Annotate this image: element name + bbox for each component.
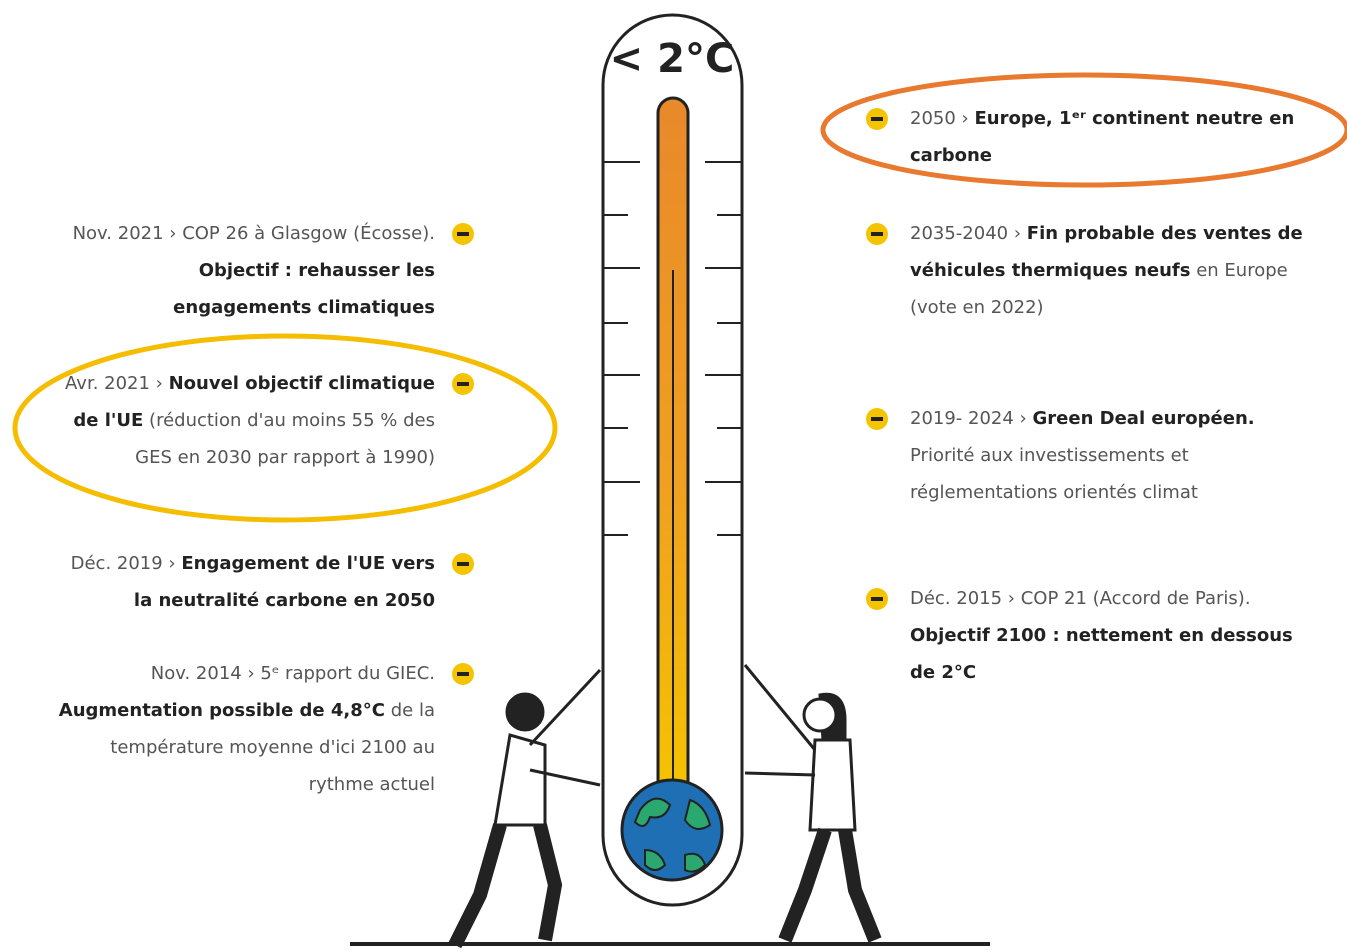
item-rest: (réduction d'au moins 55 % des GES en 20… bbox=[135, 410, 435, 468]
item-lead: Nov. 2014 › 5ᵉ rapport du GIEC. bbox=[151, 663, 435, 684]
arrow-icon bbox=[866, 223, 888, 245]
arrow-icon bbox=[866, 408, 888, 430]
arrow-icon bbox=[452, 553, 474, 575]
item-lead: 2035-2040 › bbox=[910, 223, 1021, 244]
item-bold: Green Deal européen. bbox=[1033, 408, 1255, 429]
timeline-item: Nov. 2014 › 5ᵉ rapport du GIEC. Augmenta… bbox=[55, 655, 435, 803]
arrow-icon bbox=[452, 223, 474, 245]
item-bold: Augmentation possible de 4,8°C bbox=[59, 700, 385, 721]
timeline-item: Déc. 2019 › Engagement de l'UE vers la n… bbox=[55, 545, 435, 619]
item-lead: Avr. 2021 › bbox=[65, 373, 163, 394]
arrow-icon bbox=[866, 108, 888, 130]
thermometer-label: < 2°C bbox=[610, 36, 735, 82]
timeline-item: 2035-2040 › Fin probable des ventes de v… bbox=[910, 215, 1310, 326]
timeline-item: Nov. 2021 › COP 26 à Glasgow (Écosse). O… bbox=[55, 215, 435, 326]
item-bold: Objectif : rehausser les engagements cli… bbox=[173, 260, 435, 318]
timeline-item: Avr. 2021 › Nouvel objectif climatique d… bbox=[55, 365, 435, 476]
item-lead: 2019- 2024 › bbox=[910, 408, 1027, 429]
arrow-icon bbox=[866, 588, 888, 610]
item-lead: Déc. 2019 › bbox=[71, 553, 176, 574]
item-rest: Priorité aux investissements et réglemen… bbox=[910, 445, 1198, 503]
item-lead: Nov. 2021 › COP 26 à Glasgow (Écosse). bbox=[73, 223, 435, 244]
item-bold: Engagement de l'UE vers la neutralité ca… bbox=[134, 553, 435, 611]
person-left bbox=[455, 670, 600, 945]
timeline-item: 2050 › Europe, 1ᵉʳ continent neutre en c… bbox=[910, 100, 1310, 174]
timeline-item: 2019- 2024 › Green Deal européen. Priori… bbox=[910, 400, 1310, 511]
item-lead: Déc. 2015 › COP 21 (Accord de Paris). bbox=[910, 588, 1251, 609]
person-right bbox=[745, 665, 875, 940]
timeline-item: Déc. 2015 › COP 21 (Accord de Paris). Ob… bbox=[910, 580, 1310, 691]
item-bold: Objectif 2100 : nettement en dessous de … bbox=[910, 625, 1293, 683]
page: < 2°C Nov. 2021 › COP 26 à Glasgow (Écos… bbox=[0, 0, 1347, 951]
globe bbox=[622, 780, 722, 880]
arrow-icon bbox=[452, 663, 474, 685]
arrow-icon bbox=[452, 373, 474, 395]
item-lead: 2050 › bbox=[910, 108, 969, 129]
